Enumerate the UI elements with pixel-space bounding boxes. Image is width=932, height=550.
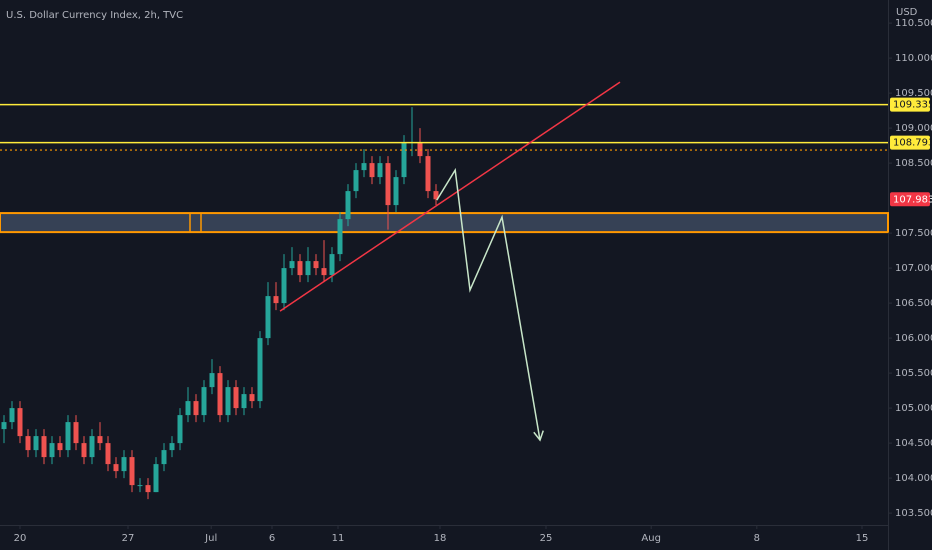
level-label-box [890,97,930,112]
candle-body [337,219,343,255]
y-tick-label: 110.500 [895,18,932,29]
candle-body [49,443,55,458]
candle-body [145,485,151,493]
candle-body [41,436,47,458]
x-tick-label: 27 [122,533,135,544]
y-tick-label: 104.500 [895,438,932,449]
candle-body [81,443,87,458]
candle-body [169,443,175,451]
candle-body [425,156,431,192]
candle-body [1,422,7,430]
candle-body [177,415,183,444]
candle-body [417,142,423,157]
candle-body [321,268,327,276]
candle-body [209,373,215,388]
y-tick-label: 105.000 [895,403,932,414]
candle-body [297,261,303,276]
candle-body [57,443,63,451]
projection-arrowhead [533,430,544,442]
x-tick-label: 20 [14,533,27,544]
last-price-label: 107.983 [893,194,932,205]
candle-body [305,261,311,276]
candle-body [89,436,95,458]
candle-body [393,177,399,206]
candle-body [217,373,223,416]
candle-body [241,394,247,409]
candle-body [185,401,191,416]
y-tick-label: 109.500 [895,88,932,99]
candle-body [225,387,231,416]
x-tick-label: Jul [204,533,217,544]
level-label: 108.793 [893,138,932,149]
x-tick-label: 11 [332,533,345,544]
y-tick-label: 108.500 [895,158,932,169]
candle-body [161,450,167,465]
candle-body [377,163,383,178]
last-price-box [890,192,930,207]
y-tick-label: 105.500 [895,368,932,379]
x-tick-label: Aug [641,533,661,544]
candle-body [257,338,263,402]
y-tick-label: 110.000 [895,53,932,64]
projection-path [436,167,541,441]
candle-body [153,464,159,493]
candle-body [313,261,319,269]
candle-body [129,457,135,486]
level-label-box [890,135,930,150]
candle-body [433,191,439,200]
y-tick-label: 104.000 [895,473,932,484]
plot-area [0,107,889,500]
candle-body [113,464,119,472]
candle-body [25,436,31,451]
trendline [279,81,621,312]
candle-body [65,422,71,451]
x-tick-label: 8 [754,533,760,544]
candle-body [353,170,359,192]
candle-body [17,408,23,437]
candle-body [193,401,199,416]
candle-body [105,443,111,465]
y-tick-label: 109.000 [895,123,932,134]
candle-body [281,268,287,304]
x-tick-label: 18 [434,533,447,544]
y-tick-label: 106.000 [895,333,932,344]
candle-body [385,163,391,206]
candle-body [97,436,103,444]
candle-body [401,142,407,178]
candle-body [137,485,143,487]
candle-body [369,163,375,178]
candle-body [329,254,335,276]
candle-body [289,261,295,269]
y-tick-label: 106.500 [895,298,932,309]
candle-body [249,394,255,402]
candle-body [345,191,351,220]
candle-body [361,163,367,171]
candle-body [9,408,15,423]
x-tick-label: 15 [856,533,869,544]
candle-body [73,422,79,444]
level-label: 109.335 [893,100,932,111]
y-tick-label: 107.500 [895,228,932,239]
candle-body [273,296,279,304]
candle-body [265,296,271,339]
candle-body [233,387,239,409]
y-tick-label: 103.500 [895,508,932,519]
y-tick-label: 107.000 [895,263,932,274]
zone [0,212,889,234]
candle-body [33,436,39,451]
x-tick-label: 6 [269,533,275,544]
candle-body [121,457,127,472]
x-tick-label: 25 [540,533,553,544]
currency-label: USD [896,7,918,18]
candle-body [201,387,207,416]
chart-title: U.S. Dollar Currency Index, 2h, TVC [6,10,183,21]
